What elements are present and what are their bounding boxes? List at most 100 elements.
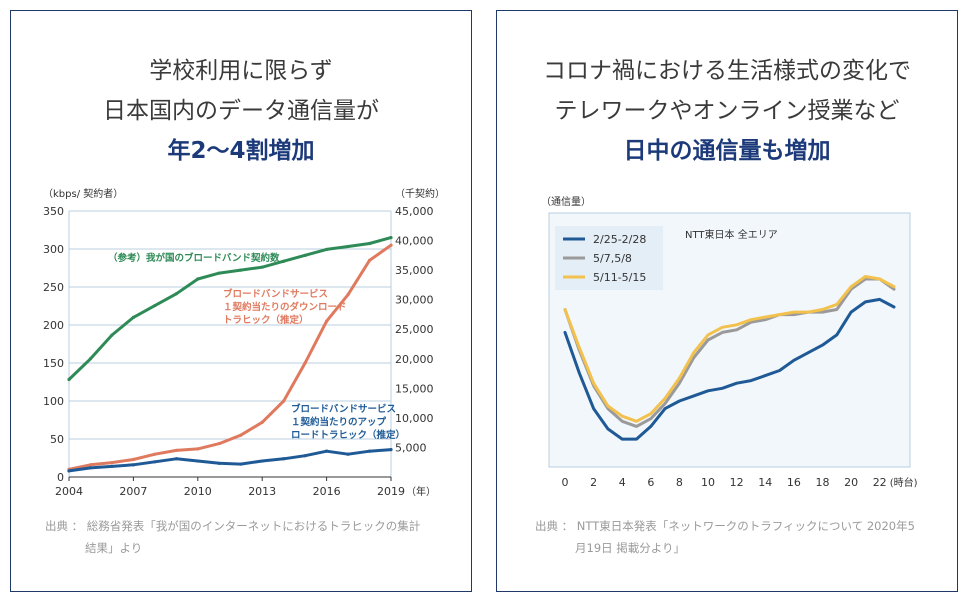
data-point [88, 466, 93, 470]
data-point [239, 268, 243, 272]
y-tick-label: 50 [50, 433, 64, 446]
y2-tick-label: 15,000 [395, 382, 434, 395]
left-source-line-1: 出典 ： 総務省発表「我が国のインターネットにおけるトラヒックの集計 [45, 519, 421, 533]
x-tick-label: 2016 [313, 485, 341, 498]
data-point [303, 253, 307, 257]
data-point [260, 459, 264, 463]
y2-tick-label: 40,000 [395, 235, 434, 248]
left-panel: 学校利用に限らず 日本国内のデータ通信量が 年2〜4割増加 0 50 100 150 2… [10, 10, 472, 592]
data-point [260, 265, 264, 269]
data-point [239, 433, 243, 437]
y2-tick-label: 25,000 [395, 323, 434, 336]
x-tick-label: 2010 [184, 485, 212, 498]
data-point [217, 461, 221, 465]
series-line-2 [563, 277, 896, 428]
x-tick-label: 14 [758, 476, 772, 489]
series-line-1 [563, 297, 896, 441]
left-heading-line-1: 学校利用に限らず [149, 58, 333, 84]
data-point [346, 293, 350, 297]
y-tick-label: 0 [57, 471, 64, 484]
x-tick-label: 2019 [377, 485, 405, 498]
y2-tick-label: 5,000 [395, 441, 427, 454]
data-point [389, 236, 393, 240]
data-point [303, 454, 307, 458]
x-tick-label: 18 [815, 476, 829, 489]
right-source-line-2: 月19日 掲載分より」 [575, 541, 686, 555]
series-line-2 [67, 243, 393, 471]
x-tick-label: 16 [787, 476, 801, 489]
series-annotation-2: １契約当たりのダウンロード [223, 301, 347, 313]
data-point [174, 457, 178, 461]
x-tick-label: 20 [844, 476, 858, 489]
legend-label-2: 5/7,5/8 [593, 252, 632, 265]
x-tick-label: 0 [562, 476, 569, 489]
y-tick-label: 150 [43, 357, 64, 370]
data-point [131, 457, 135, 462]
data-point [153, 303, 157, 308]
data-point [67, 377, 71, 382]
series-annotation-3: １契約当たりのアップ [291, 416, 387, 428]
right-source-line-1: 出典 ： NTT東日本発表「ネットワークのトラフィックについて 2020年5 [535, 519, 915, 533]
y2-tick-label: 10,000 [395, 412, 434, 425]
data-point [325, 247, 329, 252]
data-point [88, 463, 93, 467]
series-annotation-2: ブロードバンドサービス [223, 288, 328, 300]
data-point [260, 420, 264, 424]
data-point [174, 448, 178, 452]
x-tick-label: 2013 [248, 485, 276, 498]
data-point [110, 333, 114, 337]
x-tick-label: 12 [730, 476, 744, 489]
data-point [196, 459, 200, 463]
hourly-traffic-chart: （通信量） NTT東日本 全エリア 0 2 4 6 8 10 12 14 16 18 20 22 (時台) 2… [541, 196, 918, 489]
left-heading-highlight: 年2〜4割増加 [167, 138, 315, 164]
data-point [367, 258, 372, 262]
y2-tick-label: 30,000 [395, 294, 434, 307]
series-annotation-1: （参考）我が国のブロードバンド契約数 [108, 252, 280, 264]
right-heading-highlight: 日中の通信量も増加 [623, 138, 831, 164]
data-point [153, 452, 157, 456]
data-point [131, 315, 135, 319]
data-point [110, 460, 114, 465]
y-tick-label: 250 [43, 281, 64, 294]
broadband-traffic-chart: 0 50 100 150 200 250 300 350 5,000 10,000 15,000 20… [43, 187, 445, 498]
x-tick-label: 2 [590, 476, 597, 489]
data-point [153, 460, 157, 464]
data-point [282, 457, 286, 461]
y-tick-label: 300 [43, 243, 64, 256]
data-point [217, 441, 221, 446]
legend-label-3: 5/11-5/15 [593, 271, 646, 284]
data-point [389, 243, 393, 247]
data-point [131, 463, 135, 467]
y2-tick-label: 20,000 [395, 353, 434, 366]
data-point [389, 448, 393, 452]
left-heading-line-2: 日本国内のデータ通信量が [103, 98, 379, 124]
data-point [239, 462, 243, 466]
x-unit-label: (時台) [890, 476, 918, 489]
chart-note: NTT東日本 全エリア [685, 228, 778, 241]
data-point [217, 271, 221, 275]
x-unit-label: （年） [406, 485, 436, 498]
data-point [303, 361, 307, 365]
series-line-3 [563, 275, 896, 423]
data-point [367, 241, 372, 246]
y-axis-label: （通信量） [541, 196, 591, 208]
data-point [196, 447, 200, 451]
data-point [196, 277, 200, 281]
y-tick-label: 100 [43, 395, 64, 408]
y-axis-label: （kbps/ 契約者） [43, 187, 123, 200]
x-tick-label: 6 [647, 476, 654, 489]
data-point [282, 399, 286, 403]
right-heading-line-1: コロナ禍における生活様式の変化で [543, 58, 911, 84]
y2-tick-label: 35,000 [395, 264, 434, 277]
x-tick-label: 2004 [55, 485, 83, 498]
y2-tick-label: 45,000 [395, 205, 434, 218]
data-point [174, 292, 178, 296]
x-tick-label: 22 [873, 476, 887, 489]
x-tick-label: 2007 [119, 485, 147, 498]
series-line-3 [67, 448, 393, 473]
x-tick-label: 8 [676, 476, 683, 489]
y2-axis-label: （千契約） [395, 187, 445, 200]
data-point [346, 244, 350, 249]
data-point [367, 449, 372, 453]
data-point [282, 259, 286, 263]
